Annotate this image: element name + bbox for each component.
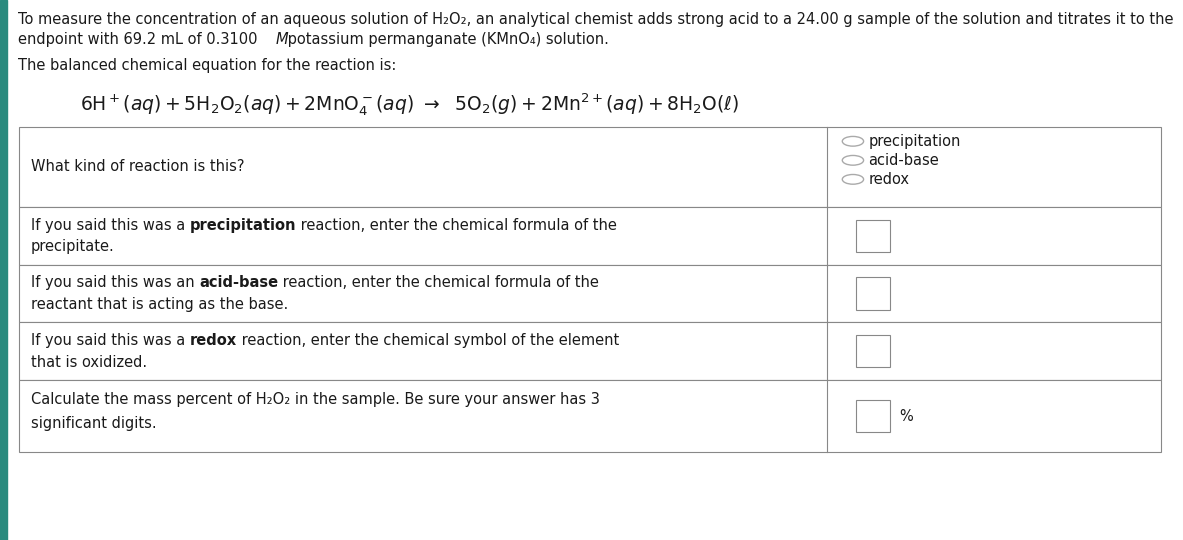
Bar bbox=[856, 220, 890, 252]
Text: If you said this was a: If you said this was a bbox=[31, 333, 189, 348]
Text: reactant that is acting as the base.: reactant that is acting as the base. bbox=[31, 297, 287, 312]
Text: reaction, enter the chemical symbol of the element: reaction, enter the chemical symbol of t… bbox=[237, 333, 619, 348]
Text: that is oxidized.: that is oxidized. bbox=[31, 355, 147, 370]
Text: potassium permanganate (KMnO₄) solution.: potassium permanganate (KMnO₄) solution. bbox=[283, 32, 608, 48]
Text: endpoint with 69.2 mL of 0.3100: endpoint with 69.2 mL of 0.3100 bbox=[18, 32, 261, 48]
Bar bbox=[19, 322, 1161, 380]
Text: To measure the concentration of an aqueous solution of H₂O₂, an analytical chemi: To measure the concentration of an aqueo… bbox=[18, 12, 1174, 27]
Text: acid-base: acid-base bbox=[868, 153, 939, 168]
Text: The balanced chemical equation for the reaction is:: The balanced chemical equation for the r… bbox=[18, 58, 396, 73]
Text: precipitation: precipitation bbox=[189, 218, 296, 233]
Text: acid-base: acid-base bbox=[199, 275, 278, 291]
Text: reaction, enter the chemical formula of the: reaction, enter the chemical formula of … bbox=[278, 275, 599, 291]
Bar bbox=[856, 400, 890, 432]
Bar bbox=[19, 127, 1161, 207]
Bar bbox=[0, 0, 7, 540]
Text: significant digits.: significant digits. bbox=[31, 416, 156, 431]
Text: Calculate the mass percent of H₂O₂ in the sample. Be sure your answer has 3: Calculate the mass percent of H₂O₂ in th… bbox=[31, 392, 600, 407]
Text: precipitation: precipitation bbox=[868, 134, 961, 149]
Text: $6\mathsf{H}^+(aq) + 5\mathsf{H_2O_2}(aq) + 2\mathsf{MnO_4^-}(aq)\ \rightarrow\ : $6\mathsf{H}^+(aq) + 5\mathsf{H_2O_2}(aq… bbox=[80, 91, 739, 118]
Text: What kind of reaction is this?: What kind of reaction is this? bbox=[31, 159, 244, 174]
Bar bbox=[856, 278, 890, 309]
Text: redox: redox bbox=[868, 172, 910, 187]
Bar bbox=[19, 380, 1161, 452]
Text: redox: redox bbox=[189, 333, 237, 348]
Text: M: M bbox=[276, 32, 289, 48]
Bar bbox=[19, 207, 1161, 265]
Text: If you said this was a: If you said this was a bbox=[31, 218, 189, 233]
Text: %: % bbox=[899, 409, 913, 423]
Text: If you said this was an: If you said this was an bbox=[31, 275, 199, 291]
Text: reaction, enter the chemical formula of the: reaction, enter the chemical formula of … bbox=[296, 218, 618, 233]
Text: precipitate.: precipitate. bbox=[31, 239, 115, 254]
Bar bbox=[19, 265, 1161, 322]
Bar bbox=[856, 335, 890, 367]
